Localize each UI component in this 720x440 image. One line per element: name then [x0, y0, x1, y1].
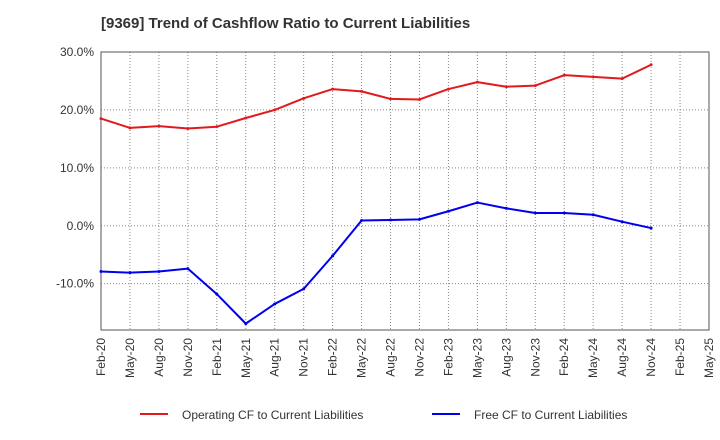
x-tick-label: Feb-20 [94, 338, 108, 376]
x-tick-label: Aug-24 [615, 338, 629, 377]
x-tick-label: Nov-20 [181, 338, 195, 377]
data-point-series-1 [99, 117, 103, 121]
data-point-series-1 [446, 87, 450, 91]
data-point-series-1 [273, 108, 277, 112]
data-point-series-1 [533, 84, 537, 88]
legend-label-2: Free CF to Current Liabilities [474, 408, 627, 422]
data-point-series-1 [591, 75, 595, 79]
x-tick-label: May-22 [355, 338, 369, 378]
legend-label-1: Operating CF to Current Liabilities [182, 408, 363, 422]
data-point-series-1 [331, 87, 335, 91]
x-tick-label: Nov-22 [412, 338, 426, 377]
data-point-series-2 [186, 267, 190, 271]
data-point-series-2 [620, 220, 624, 224]
data-point-series-2 [591, 213, 595, 217]
data-point-series-1 [417, 97, 421, 101]
data-point-series-1 [360, 89, 364, 93]
plot-frame [100, 51, 710, 331]
x-tick-label: Aug-22 [384, 338, 398, 377]
data-point-series-2 [504, 206, 508, 210]
x-tick-label: May-20 [123, 338, 137, 378]
data-point-series-2 [389, 218, 393, 222]
data-point-series-1 [128, 126, 132, 130]
x-tick-label: Aug-23 [499, 338, 513, 377]
data-point-series-1 [562, 73, 566, 77]
x-tick-label: Aug-21 [268, 338, 282, 377]
y-tick-label: 0.0% [67, 219, 95, 233]
data-point-series-1 [649, 63, 653, 67]
y-tick-label: -10.0% [56, 277, 94, 291]
x-tick-label: Feb-23 [441, 338, 455, 376]
data-point-series-1 [186, 126, 190, 130]
data-point-series-1 [620, 77, 624, 81]
data-point-series-1 [389, 97, 393, 101]
data-point-series-2 [302, 287, 306, 291]
data-point-series-2 [215, 292, 219, 296]
x-tick-label: Nov-23 [528, 338, 542, 377]
y-tick-label: 20.0% [60, 103, 94, 117]
x-tick-label: Nov-21 [297, 338, 311, 377]
data-point-series-2 [128, 271, 132, 275]
data-point-series-2 [99, 270, 103, 274]
data-point-series-1 [475, 80, 479, 84]
y-tick-label: 10.0% [60, 161, 94, 175]
data-point-series-2 [649, 226, 653, 230]
data-point-series-1 [157, 124, 161, 128]
x-tick-label: May-25 [702, 338, 716, 378]
data-point-series-2 [273, 302, 277, 306]
x-tick-label: Feb-22 [326, 338, 340, 376]
data-point-series-2 [244, 322, 248, 326]
x-tick-label: May-23 [470, 338, 484, 378]
data-point-series-1 [215, 125, 219, 129]
data-point-series-2 [475, 201, 479, 205]
x-tick-label: May-21 [239, 338, 253, 378]
series-line-2 [100, 201, 652, 325]
x-tick-label: Feb-21 [210, 338, 224, 376]
data-point-series-1 [244, 116, 248, 120]
data-point-series-2 [562, 211, 566, 215]
data-point-series-2 [446, 209, 450, 213]
data-point-series-2 [360, 219, 364, 223]
data-point-series-1 [302, 96, 306, 100]
x-tick-label: Aug-20 [152, 338, 166, 377]
x-tick-label: Feb-25 [673, 338, 687, 376]
data-point-series-2 [157, 270, 161, 274]
x-tick-label: Nov-24 [644, 338, 658, 377]
x-tick-label: May-24 [586, 338, 600, 378]
chart-title: [9369] Trend of Cashflow Ratio to Curren… [101, 15, 471, 32]
data-point-series-1 [504, 85, 508, 89]
series-line-1 [100, 63, 652, 130]
data-point-series-2 [533, 211, 537, 215]
data-point-series-2 [417, 217, 421, 221]
y-tick-label: 30.0% [60, 45, 94, 59]
x-tick-label: Feb-24 [557, 338, 571, 376]
data-point-series-2 [331, 254, 335, 258]
